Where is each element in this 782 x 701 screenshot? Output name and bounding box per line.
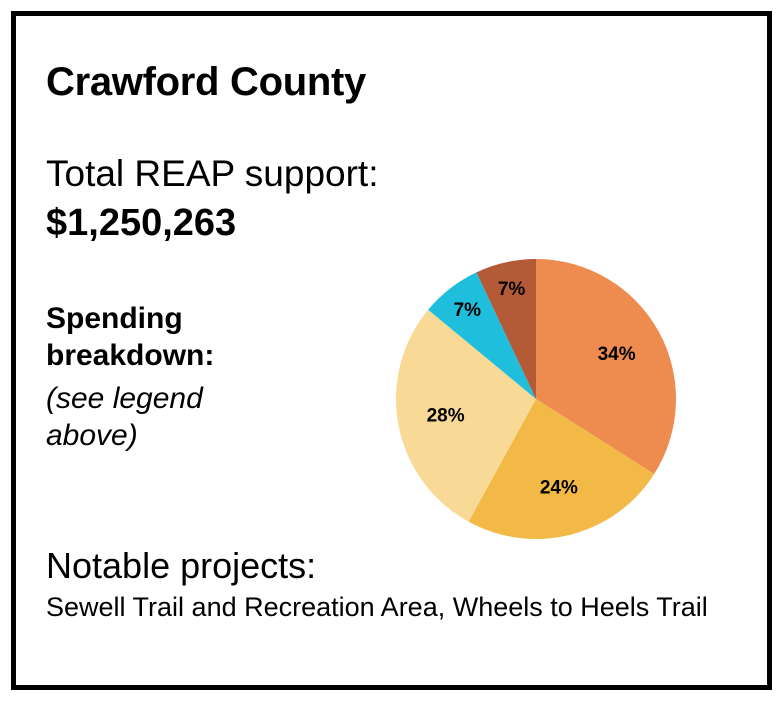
pie-slice-7-brown [476,259,536,399]
spending-breakdown-label: Spending breakdown: [46,302,215,372]
pie-label-slice-28: 28% [427,406,465,427]
spending-breakdown-note: (see legend above) [46,382,203,452]
total-support-label: Total REAP support: [46,153,379,194]
pie-label-slice-24: 24% [540,478,578,499]
pie-slice-28 [396,309,536,522]
county-title: Crawford County [46,60,366,104]
total-support-value: $1,250,263 [46,202,237,244]
pie-label-slice-7-blue: 7% [454,300,482,321]
pie-slice-7-blue [428,272,536,399]
pie-slice-34 [536,259,676,475]
pie-slice-24 [468,399,655,539]
spending-pie-chart: 34% 24% 28% 7% 7% [396,259,676,539]
county-card: Crawford County Total REAP support: $1,2… [11,11,772,690]
pie-label-slice-7-brown: 7% [498,279,526,300]
notable-projects-label: Notable projects: [46,545,317,586]
pie-label-slice-34: 34% [598,344,636,365]
notable-projects-text: Sewell Trail and Recreation Area, Wheels… [46,592,708,622]
